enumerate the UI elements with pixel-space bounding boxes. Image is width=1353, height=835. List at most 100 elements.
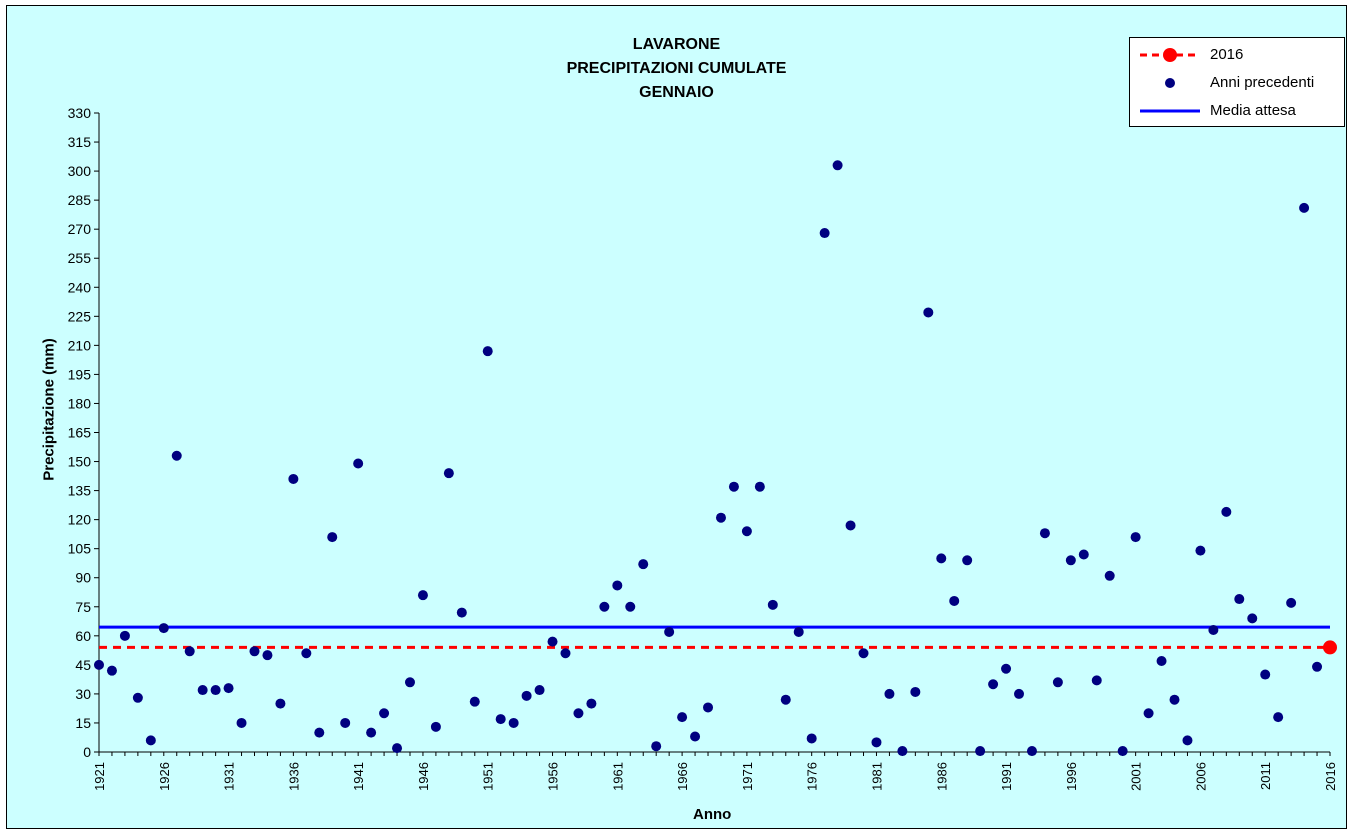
data-point-1942	[366, 727, 377, 738]
data-point-1997	[1078, 549, 1089, 560]
y-tick-label: 120	[68, 512, 92, 528]
x-tick-label: 1931	[222, 762, 237, 791]
data-point-1949	[456, 607, 467, 618]
data-point-1921	[94, 659, 104, 670]
y-tick-label: 255	[68, 250, 92, 266]
data-point-1948	[443, 468, 454, 479]
y-tick-label: 135	[68, 483, 92, 499]
data-point-2016	[1323, 640, 1337, 655]
y-tick-label: 180	[68, 395, 92, 411]
data-point-2011	[1260, 669, 1271, 680]
data-point-1922	[106, 665, 117, 676]
data-point-1932	[236, 717, 247, 728]
x-tick-label: 1991	[999, 762, 1014, 791]
y-tick-label: 315	[68, 134, 92, 150]
plot-svg: 0 15 30 45 60 75 90 105 120 135 150 165 180 195 210 225…	[68, 105, 1338, 791]
data-point-1995	[1052, 677, 1063, 688]
data-point-1990	[988, 679, 999, 690]
chart-title-line-1: LAVARONE	[632, 36, 721, 53]
x-axis-label: Anno	[693, 806, 732, 823]
y-tick-label: 285	[68, 192, 92, 208]
data-point-1944	[392, 743, 403, 754]
data-point-1940	[340, 717, 351, 728]
data-point-1931	[223, 683, 234, 694]
data-point-1988	[962, 555, 973, 566]
data-point-1955	[534, 685, 545, 696]
y-tick-label: 195	[68, 366, 92, 382]
x-tick-label: 1996	[1064, 762, 1079, 791]
data-point-1971	[741, 526, 752, 537]
data-point-1953	[508, 717, 519, 728]
data-point-2008	[1221, 506, 1232, 517]
x-tick-label: 1986	[934, 762, 949, 791]
x-tick-label: 1971	[740, 762, 755, 791]
data-point-2004	[1169, 694, 1180, 705]
data-point-1934	[262, 650, 273, 661]
data-point-2012	[1273, 712, 1284, 723]
x-tick-label: 1946	[416, 762, 431, 791]
data-point-2009	[1234, 594, 1245, 605]
data-point-1956	[547, 636, 558, 647]
x-tick-label: 1981	[869, 762, 884, 791]
data-point-2015	[1312, 661, 1323, 672]
data-point-1989	[975, 746, 986, 757]
data-point-2013	[1286, 597, 1297, 608]
chart-title-line-2: PRECIPITAZIONI CUMULATE	[566, 60, 787, 77]
data-point-2003	[1156, 655, 1167, 666]
chart-area: LAVARONE PRECIPITAZIONI CUMULATE GENNAIO…	[6, 5, 1347, 829]
data-point-1947	[430, 721, 441, 732]
y-tick-label: 225	[68, 308, 92, 324]
data-point-1994	[1039, 528, 1050, 539]
data-point-1998	[1091, 675, 1102, 686]
data-point-1926	[158, 623, 169, 634]
y-tick-label: 30	[75, 686, 91, 702]
data-point-1923	[119, 630, 130, 641]
data-point-2002	[1143, 708, 1154, 719]
data-point-1930	[210, 685, 221, 696]
data-point-1954	[521, 690, 532, 701]
data-point-1959	[586, 698, 597, 709]
y-tick-label: 15	[75, 715, 91, 731]
legend-item-previous: Anni precedenti	[1130, 70, 1344, 96]
x-tick-label: 2001	[1129, 762, 1144, 791]
y-tick-label: 90	[75, 570, 91, 586]
y-tick-label: 330	[68, 105, 92, 121]
data-point-1952	[495, 714, 506, 725]
data-point-2001	[1130, 532, 1141, 543]
x-tick-label: 1961	[610, 762, 625, 791]
data-point-1993	[1026, 746, 1037, 757]
legend-item-2016: 2016	[1130, 42, 1344, 68]
data-point-1982	[884, 688, 895, 699]
y-tick-label: 150	[68, 454, 92, 470]
x-tick-label: 1936	[286, 762, 301, 791]
y-tick-label: 60	[75, 628, 91, 644]
data-point-1978	[832, 160, 843, 171]
x-tick-label: 1956	[546, 762, 561, 791]
data-point-1979	[845, 520, 856, 531]
data-point-1970	[728, 481, 739, 492]
data-point-1937	[301, 648, 312, 659]
data-point-1924	[132, 692, 143, 703]
data-point-1933	[249, 646, 260, 657]
data-point-1951	[482, 346, 493, 357]
data-point-1943	[379, 708, 390, 719]
data-point-1974	[780, 694, 791, 705]
data-point-1991	[1001, 663, 1012, 674]
data-point-1986	[936, 553, 947, 564]
data-point-1967	[690, 731, 701, 742]
y-tick-label: 105	[68, 541, 92, 557]
data-point-1976	[806, 733, 817, 744]
data-point-1945	[404, 677, 415, 688]
legend-symbol-mean	[1140, 109, 1200, 113]
data-point-1984	[910, 686, 921, 697]
x-tick-label: 1921	[92, 762, 107, 791]
data-point-1925	[145, 735, 156, 746]
data-point-1983	[897, 746, 908, 757]
x-tick-label: 2011	[1258, 762, 1273, 790]
data-point-1936	[288, 473, 299, 484]
data-point-1985	[923, 307, 934, 318]
x-tick-label: 2016	[1323, 762, 1338, 791]
legend: 2016 Anni precedenti Media attesa	[1129, 37, 1345, 127]
y-tick-label: 300	[68, 163, 92, 179]
data-point-1975	[793, 626, 804, 637]
